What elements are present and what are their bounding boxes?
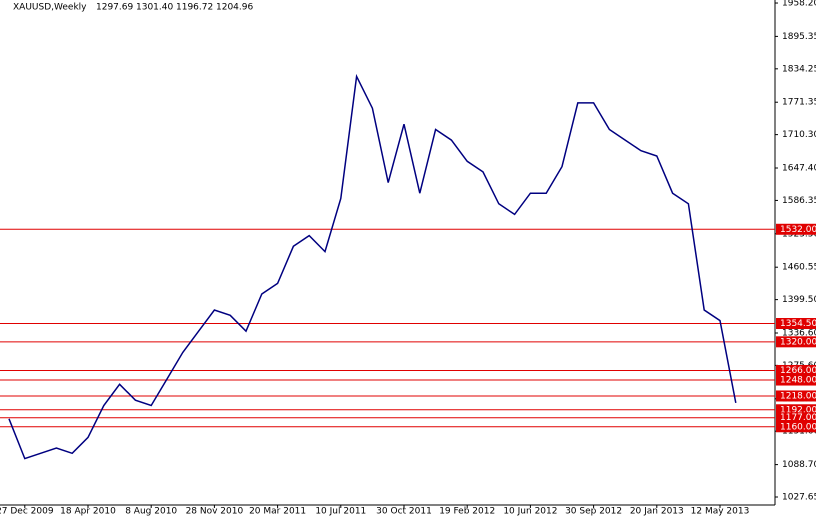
- y-tick-label: 1834.25: [782, 64, 816, 74]
- x-tick-label: 27 Dec 2009: [0, 507, 54, 517]
- x-tick-label: 10 Jun 2012: [503, 507, 557, 517]
- level-label: 1266.00: [780, 366, 816, 376]
- y-tick-label: 1771.35: [782, 98, 816, 108]
- level-label: 1218.00: [780, 391, 816, 401]
- y-tick-label: 1460.55: [782, 263, 816, 273]
- price-line: [8, 73, 737, 460]
- level-label: 1177.00: [780, 413, 816, 423]
- x-tick-label: 30 Oct 2011: [376, 507, 432, 517]
- level-label-bg: [776, 364, 816, 376]
- x-tick-label: 20 Mar 2011: [249, 507, 306, 517]
- level-label-bg: [776, 374, 816, 386]
- quote-value: 1204.96: [216, 3, 253, 13]
- level-label-bg: [776, 404, 816, 416]
- y-tick-label: 1586.35: [782, 196, 816, 206]
- y-tick-label: 1027.65: [782, 493, 816, 503]
- x-tick-label: 28 Nov 2010: [186, 507, 244, 517]
- y-tick-label: 1710.30: [782, 130, 816, 140]
- x-tick-label: 8 Aug 2010: [125, 507, 177, 517]
- x-tick-label: 10 Jul 2011: [315, 507, 366, 517]
- level-label-bg: [776, 223, 816, 235]
- y-tick-label: 1088.70: [782, 460, 816, 470]
- level-label: 1160.00: [780, 422, 816, 432]
- x-tick-label: 18 Apr 2010: [60, 507, 116, 517]
- chart-title: XAUUSD,Weekly: [13, 3, 87, 13]
- level-label-bg: [776, 412, 816, 424]
- x-tick-label: 30 Sep 2012: [565, 507, 622, 517]
- y-tick-label: 1336.60: [782, 329, 816, 339]
- level-label: 1532.00: [780, 225, 816, 235]
- quote-value: 1301.40: [136, 3, 173, 13]
- level-label: 1320.00: [780, 337, 816, 347]
- x-tick-label: 12 May 2013: [691, 507, 750, 517]
- level-label-bg: [776, 318, 816, 330]
- x-tick-label: 20 Jan 2013: [630, 507, 684, 517]
- y-tick-label: 1895.35: [782, 32, 816, 42]
- y-tick-label: 1647.40: [782, 164, 816, 174]
- x-tick-label: 19 Feb 2012: [439, 507, 495, 517]
- y-tick-label: 1399.50: [782, 295, 816, 305]
- level-label: 1248.00: [780, 376, 816, 386]
- level-label-bg: [776, 336, 816, 348]
- level-label: 1192.00: [780, 405, 816, 415]
- y-tick-label: 1958.20: [782, 0, 816, 9]
- level-label: 1354.50: [780, 319, 816, 329]
- quote-value: 1196.72: [176, 3, 213, 13]
- level-label-bg: [776, 421, 816, 433]
- level-label-bg: [776, 390, 816, 402]
- quote-value: 1297.69: [96, 3, 133, 13]
